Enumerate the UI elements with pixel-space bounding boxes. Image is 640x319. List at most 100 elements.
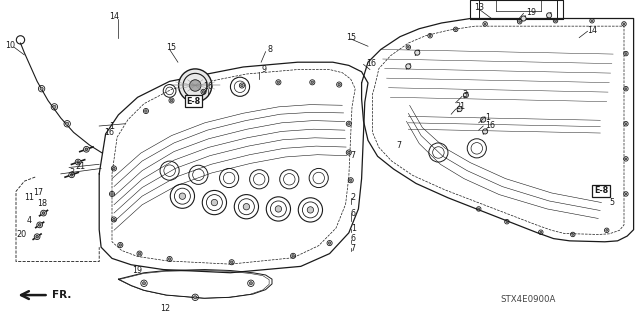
Circle shape — [415, 50, 420, 55]
Circle shape — [145, 110, 147, 112]
Circle shape — [429, 35, 431, 37]
Circle shape — [623, 23, 625, 25]
Circle shape — [35, 234, 40, 240]
Circle shape — [119, 244, 122, 246]
Circle shape — [625, 123, 627, 125]
Circle shape — [113, 218, 115, 221]
Circle shape — [483, 129, 488, 134]
Circle shape — [42, 212, 45, 214]
Circle shape — [138, 252, 141, 255]
Text: 11: 11 — [24, 193, 35, 202]
Text: 6: 6 — [351, 209, 356, 218]
Text: 9: 9 — [261, 65, 266, 74]
Text: 4: 4 — [27, 216, 32, 225]
Circle shape — [349, 179, 352, 182]
Circle shape — [53, 105, 56, 108]
Circle shape — [179, 69, 212, 102]
Circle shape — [457, 107, 462, 112]
Circle shape — [292, 255, 294, 257]
Circle shape — [170, 99, 173, 102]
Circle shape — [189, 80, 201, 91]
Text: 15: 15 — [166, 43, 177, 52]
Text: 12: 12 — [160, 304, 170, 313]
Text: STX4E0900A: STX4E0900A — [500, 295, 556, 304]
Circle shape — [143, 282, 145, 285]
Circle shape — [328, 242, 331, 244]
Circle shape — [277, 81, 280, 84]
Circle shape — [463, 93, 468, 98]
Circle shape — [38, 224, 41, 226]
Circle shape — [113, 167, 115, 170]
Circle shape — [348, 122, 350, 125]
Circle shape — [211, 199, 218, 206]
Circle shape — [338, 83, 340, 86]
Text: 18: 18 — [37, 199, 47, 208]
Circle shape — [506, 221, 508, 223]
Text: 1: 1 — [485, 113, 490, 122]
Text: 7: 7 — [351, 244, 356, 253]
Circle shape — [547, 13, 552, 18]
Text: 1: 1 — [351, 224, 356, 233]
Text: 8: 8 — [268, 45, 273, 54]
Circle shape — [243, 204, 250, 210]
Circle shape — [202, 91, 205, 93]
Text: 15: 15 — [346, 33, 356, 42]
Text: 7: 7 — [397, 141, 402, 150]
Circle shape — [168, 258, 171, 260]
Circle shape — [555, 20, 556, 22]
Circle shape — [606, 229, 607, 231]
Circle shape — [406, 64, 411, 69]
Circle shape — [66, 122, 68, 125]
Circle shape — [84, 146, 89, 152]
Circle shape — [478, 208, 479, 210]
Text: 16: 16 — [203, 82, 213, 91]
Circle shape — [85, 148, 88, 151]
Circle shape — [519, 21, 520, 23]
Text: 16: 16 — [104, 128, 114, 137]
Circle shape — [37, 222, 42, 228]
Text: 20: 20 — [16, 230, 26, 239]
Circle shape — [521, 16, 526, 21]
Circle shape — [275, 206, 282, 212]
Circle shape — [481, 117, 486, 122]
Circle shape — [625, 53, 627, 55]
Circle shape — [540, 231, 541, 233]
Circle shape — [40, 87, 43, 90]
Circle shape — [625, 193, 627, 195]
Circle shape — [250, 282, 252, 285]
Text: 19: 19 — [132, 266, 143, 275]
Circle shape — [572, 234, 573, 235]
Circle shape — [484, 23, 486, 25]
Circle shape — [408, 46, 409, 48]
Text: 17: 17 — [33, 188, 44, 197]
Text: 16: 16 — [485, 121, 495, 130]
Circle shape — [179, 193, 186, 199]
Circle shape — [77, 161, 79, 163]
Circle shape — [76, 159, 81, 165]
Circle shape — [591, 20, 593, 22]
Text: E-8: E-8 — [594, 186, 608, 195]
Text: 10: 10 — [5, 41, 15, 50]
Circle shape — [69, 172, 74, 178]
Circle shape — [348, 151, 350, 154]
Text: 5: 5 — [609, 198, 614, 207]
Text: 7: 7 — [351, 151, 356, 160]
Text: 14: 14 — [109, 12, 119, 21]
Text: 13: 13 — [474, 3, 484, 11]
Circle shape — [194, 296, 196, 299]
Circle shape — [230, 261, 233, 263]
Circle shape — [111, 193, 113, 195]
Circle shape — [625, 158, 627, 160]
Circle shape — [70, 174, 73, 176]
Text: 6: 6 — [351, 234, 356, 243]
Text: 21: 21 — [456, 102, 466, 111]
Text: 3: 3 — [462, 90, 467, 99]
Circle shape — [311, 81, 314, 84]
Text: FR.: FR. — [52, 290, 71, 300]
Circle shape — [455, 28, 456, 30]
Text: 21: 21 — [76, 162, 86, 171]
Circle shape — [241, 84, 243, 87]
Text: 1: 1 — [109, 122, 114, 130]
Text: 2: 2 — [351, 193, 356, 202]
Text: 3: 3 — [69, 168, 74, 177]
